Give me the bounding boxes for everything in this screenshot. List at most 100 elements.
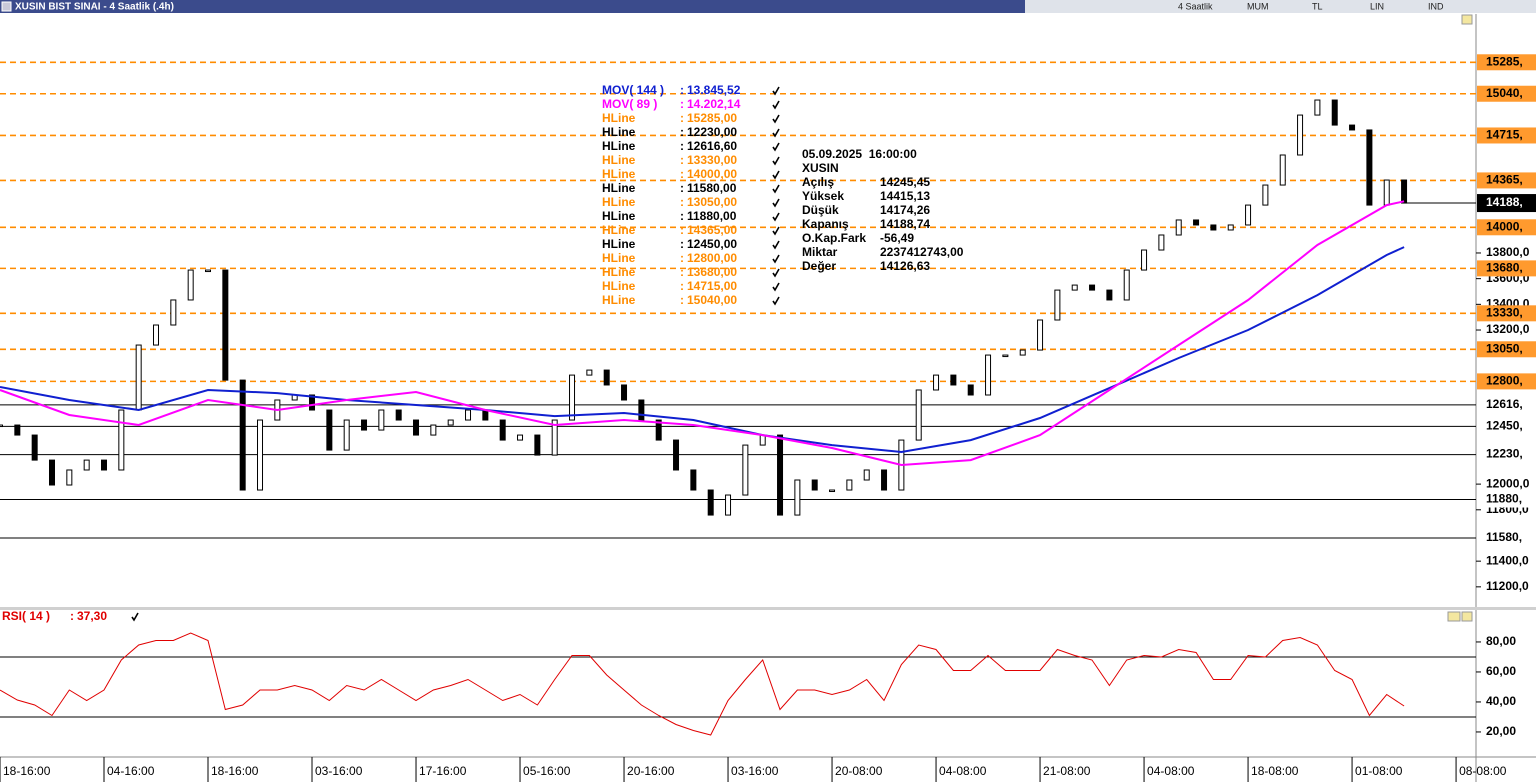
series-line <box>0 632 1405 736</box>
y-tick-label: 11200,0 <box>1486 579 1529 593</box>
toolbar-item[interactable]: LIN <box>1370 1 1384 11</box>
hline-axis-label: 13680, <box>1486 261 1523 275</box>
candle <box>153 324 160 346</box>
hline-axis-label: 14000, <box>1486 219 1523 233</box>
candle <box>707 489 714 516</box>
toolbar-item[interactable]: IND <box>1428 1 1444 11</box>
candle <box>742 444 749 496</box>
candle <box>1054 289 1061 321</box>
hline-axis-box <box>1477 260 1536 277</box>
legend-sep: : <box>680 97 684 111</box>
hline-axis-box <box>1477 127 1536 144</box>
legend-name: HLine <box>602 195 636 209</box>
last-price-box <box>1477 194 1536 213</box>
window-icon[interactable] <box>1 1 12 12</box>
visibility-check <box>772 156 780 166</box>
series-line <box>0 246 1405 454</box>
legend-name: HLine <box>602 167 636 181</box>
legend-name: HLine <box>602 279 636 293</box>
toolbar-item[interactable]: TL <box>1312 1 1323 11</box>
candle <box>413 419 420 436</box>
series-line <box>0 200 1405 467</box>
toolbar-item[interactable]: 4 Saatlik <box>1178 1 1213 11</box>
candle <box>1106 289 1113 301</box>
info-value: 14188,74 <box>880 217 930 231</box>
info-datetime: 05.09.2025 16:00:00 <box>802 147 917 161</box>
legend-sep: : <box>680 279 684 293</box>
hline-axis-label: 14365, <box>1486 173 1523 187</box>
x-tick-label: 01-08:00 <box>1355 764 1403 778</box>
info-value: -56,49 <box>880 231 914 245</box>
pane-button[interactable] <box>1461 14 1473 25</box>
candle <box>395 409 402 421</box>
y-tick-label: 13200,0 <box>1486 322 1530 336</box>
hline-axis-box <box>1477 491 1536 508</box>
legend-name: HLine <box>602 181 636 195</box>
candle <box>1349 124 1356 131</box>
hline-axis-label: 12450, <box>1486 418 1523 432</box>
candle <box>915 389 922 441</box>
toolbar <box>1025 0 1536 13</box>
hline-axis-box <box>1477 396 1536 413</box>
legend-sep: : <box>680 237 684 251</box>
y-tick-label: 11400,0 <box>1486 553 1529 567</box>
x-tick-label: 20-08:00 <box>835 764 883 778</box>
legend-value: 15040,00 <box>687 293 737 307</box>
y-tick-label: 13800,0 <box>1486 245 1530 259</box>
candle <box>1019 349 1026 356</box>
x-tick-label: 04-08:00 <box>939 764 987 778</box>
candle <box>135 344 142 411</box>
info-value: 14174,26 <box>880 203 930 217</box>
hline-axis-label: 12616, <box>1486 397 1523 411</box>
candle <box>1037 319 1044 351</box>
candle <box>725 494 732 516</box>
legend-name: MOV( 144 ) <box>602 83 664 97</box>
pane-button[interactable] <box>1447 611 1461 622</box>
toolbar-item[interactable]: MUM <box>1247 1 1269 11</box>
visibility-check <box>772 226 780 236</box>
visibility-check <box>772 254 780 264</box>
candle <box>1210 224 1217 231</box>
candle <box>187 269 194 301</box>
legend-sep: : <box>680 195 684 209</box>
x-tick-label: 03-16:00 <box>731 764 779 778</box>
candle <box>1383 179 1390 206</box>
y-tick-label: 20,00 <box>1486 724 1516 738</box>
candle <box>1089 284 1096 291</box>
legend-name: HLine <box>602 139 636 153</box>
legend-name: HLine <box>602 265 636 279</box>
candle <box>482 409 489 421</box>
info-label: Düşük <box>802 203 839 217</box>
legend-value: 14715,00 <box>687 279 737 293</box>
hline-axis-label: 12230, <box>1486 447 1523 461</box>
indicator-value: 37,30 <box>77 609 107 623</box>
x-tick-label: 17-16:00 <box>419 764 467 778</box>
legend-name: HLine <box>602 293 636 307</box>
candle <box>534 434 541 456</box>
x-tick-label: 21-08:00 <box>1043 764 1091 778</box>
candle <box>690 469 697 491</box>
info-label: Açılış <box>802 175 834 189</box>
legend-name: HLine <box>602 223 636 237</box>
legend-name: HLine <box>602 111 636 125</box>
legend-value: 13680,00 <box>687 265 737 279</box>
candle <box>1331 99 1338 126</box>
candle <box>517 434 524 441</box>
candle <box>621 384 628 401</box>
legend-value: 13050,00 <box>687 195 737 209</box>
candle <box>985 354 992 396</box>
legend-name: HLine <box>602 209 636 223</box>
pane-close[interactable] <box>1461 611 1473 622</box>
candle <box>794 479 801 516</box>
visibility-check <box>772 100 780 110</box>
legend-value: 13.845,52 <box>687 83 741 97</box>
candle <box>465 409 472 421</box>
legend-sep: : <box>680 153 684 167</box>
legend-name: HLine <box>602 125 636 139</box>
candle <box>655 419 662 441</box>
visibility-check <box>772 268 780 278</box>
x-tick-label: 03-16:00 <box>315 764 363 778</box>
info-value: 14126,63 <box>880 259 930 273</box>
legend-value: 14.202,14 <box>687 97 741 111</box>
